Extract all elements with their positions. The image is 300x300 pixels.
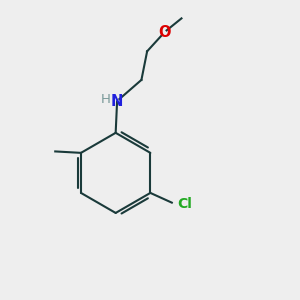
Text: Cl: Cl xyxy=(178,197,192,212)
Text: O: O xyxy=(158,25,171,40)
Text: N: N xyxy=(111,94,123,109)
Text: H: H xyxy=(101,93,111,106)
